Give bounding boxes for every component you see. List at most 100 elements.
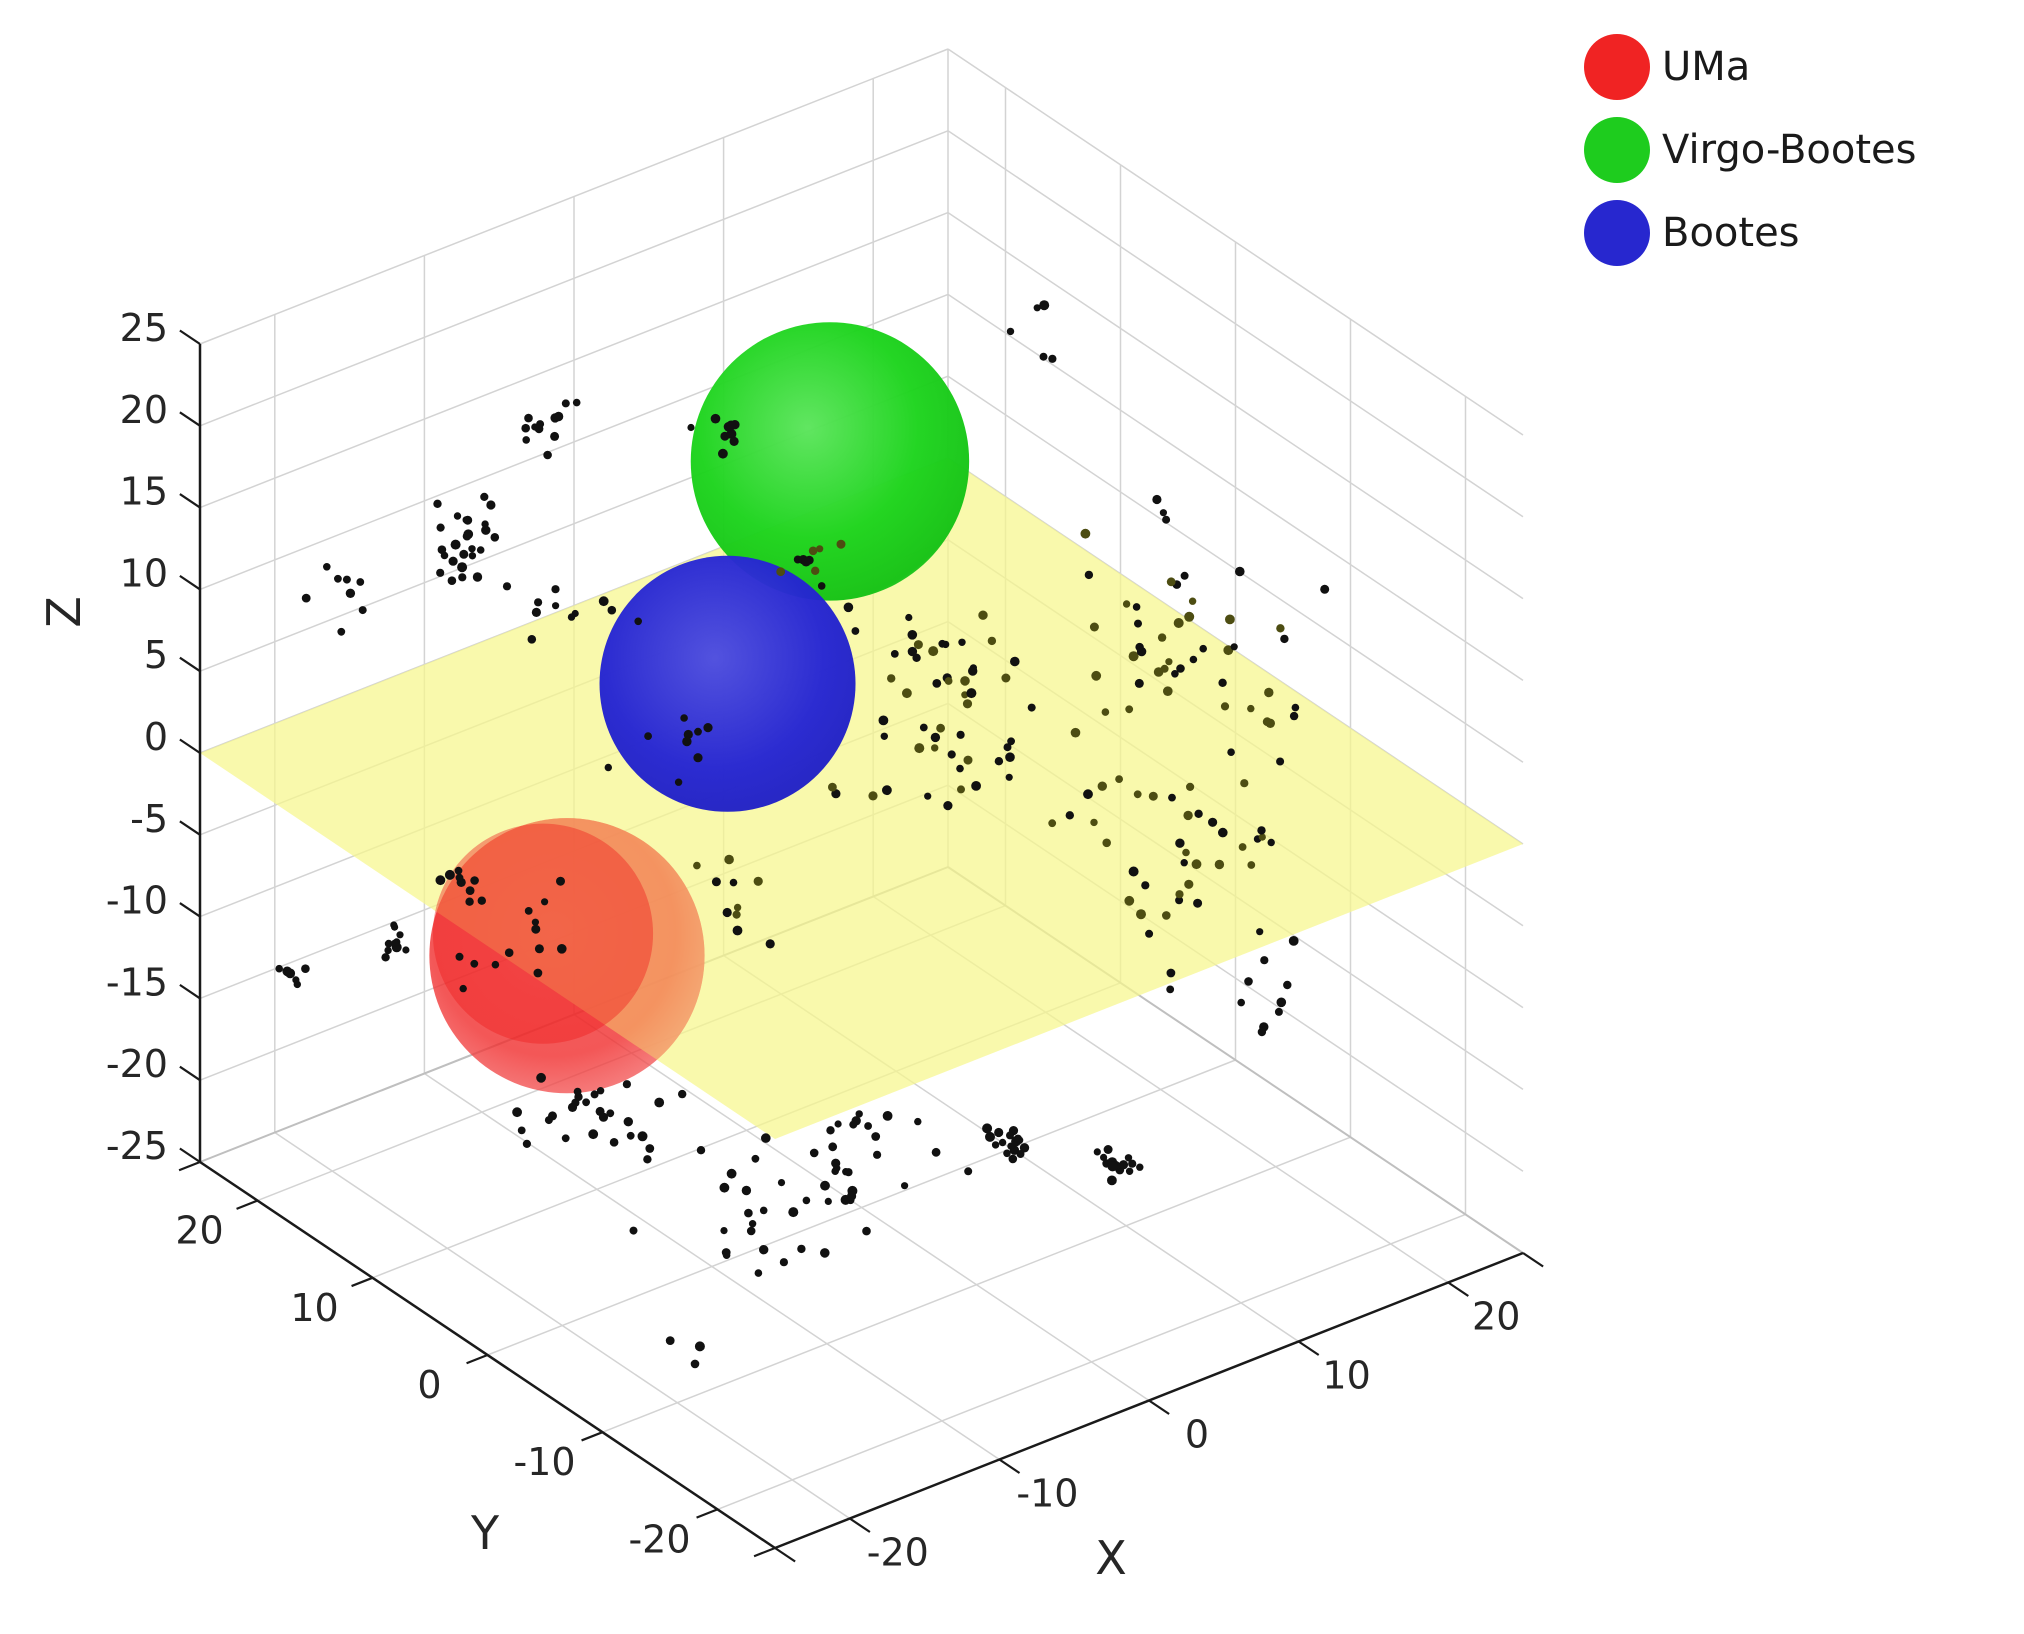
scatter-point [623, 1117, 633, 1127]
scatter-point [468, 552, 477, 560]
scatter-point [729, 436, 739, 446]
scatter-point [1188, 597, 1197, 605]
scatter-point [470, 876, 479, 885]
scatter-point [337, 627, 346, 636]
z-tick-mark [179, 1065, 201, 1082]
z-tick-mark [179, 1147, 201, 1163]
scatter-point [1166, 577, 1176, 587]
scatter-point [462, 531, 472, 541]
scatter-point [741, 1185, 752, 1196]
scatter-point [914, 743, 925, 754]
scatter-point [1089, 622, 1099, 632]
scatter-point [831, 1158, 841, 1168]
x-tick-label: -10 [1016, 1472, 1078, 1516]
scatter-point [696, 1146, 706, 1155]
scatter-point [1274, 1007, 1283, 1016]
scatter-point [902, 688, 912, 699]
y-axis-label: Y [470, 1506, 500, 1560]
scatter-point [1276, 624, 1285, 633]
y-tick-label: 10 [290, 1286, 338, 1330]
scatter-point [607, 605, 617, 615]
scatter-point [817, 582, 826, 590]
scatter-point [512, 1107, 522, 1118]
scatter-point [455, 952, 464, 961]
scatter-point [868, 791, 878, 801]
scatter-point [1101, 708, 1110, 716]
scatter-point [1133, 790, 1142, 799]
scatter-point [465, 897, 474, 906]
y-tick-label: -10 [513, 1440, 575, 1484]
scatter-point [567, 1102, 578, 1112]
y-tick-mark [351, 1276, 373, 1288]
legend-marker-uma-icon [1584, 34, 1650, 100]
y-tick-label: 0 [417, 1363, 441, 1407]
scatter-point [1048, 354, 1057, 363]
scatter-point [524, 907, 533, 915]
scatter-point [864, 1122, 872, 1130]
x-axis-end-tick [1522, 1252, 1544, 1268]
legend-label-bootes: Bootes [1662, 210, 1800, 256]
scatter-point [834, 1120, 842, 1128]
scatter-point [836, 539, 846, 549]
scatter-point [1091, 670, 1102, 681]
scatter-point [849, 1120, 858, 1129]
scatter-point [1180, 859, 1188, 867]
scatter-point [1230, 643, 1238, 651]
scatter-point [1070, 727, 1081, 738]
scatter-point [843, 602, 854, 613]
scatter-point [1244, 977, 1253, 986]
z-tick-label: -25 [106, 1124, 168, 1168]
scatter-point [544, 1116, 553, 1125]
legend-marker-bootes-icon [1584, 200, 1650, 266]
scatter-point [1080, 528, 1091, 539]
scatter-point [847, 1191, 857, 1201]
scatter-point [644, 732, 652, 740]
scatter-point [1237, 998, 1245, 1007]
scatter-point [1235, 566, 1245, 577]
scatter-point [472, 572, 483, 582]
x-tick-mark [849, 1517, 871, 1533]
scatter-point [524, 413, 533, 423]
legend-item-virgo-bootes: Virgo-Bootes [1584, 117, 1916, 183]
scatter-point [873, 1150, 882, 1159]
z-tick-label: 0 [144, 715, 168, 759]
scatter-point [470, 959, 479, 968]
scatter-point [1267, 838, 1275, 847]
y-tick-mark [696, 1508, 718, 1519]
scatter-point [930, 732, 941, 743]
scatter-point [905, 613, 913, 622]
scatter-point [1168, 793, 1176, 802]
x-tick-mark [1297, 1340, 1320, 1356]
z-tick-mark [179, 820, 201, 836]
y-tick-label: -20 [628, 1517, 690, 1561]
scatter-point [435, 875, 446, 886]
scatter-point [724, 854, 734, 865]
scatter-point [1257, 1027, 1267, 1037]
scatter-point [680, 714, 688, 722]
scatter-point [402, 946, 410, 954]
scatter-point [561, 399, 570, 408]
scatter-point [1006, 327, 1015, 336]
scatter-point [682, 736, 692, 747]
scatter-point [824, 1197, 832, 1205]
scatter-point [754, 1269, 763, 1277]
sphere-uma [429, 818, 705, 1094]
scatter-point [748, 1220, 757, 1228]
scatter-point [828, 782, 837, 792]
scatter-point [962, 699, 973, 709]
scatter-point [1283, 980, 1292, 990]
scatter-point [1165, 658, 1173, 666]
scatter-point [1189, 655, 1198, 664]
scatter-point [1006, 1131, 1014, 1140]
scatter-point [480, 492, 489, 501]
scatter-point [572, 398, 581, 407]
scatter-point [588, 1129, 599, 1140]
scatter-point [543, 450, 552, 460]
scatter-point [1141, 881, 1150, 890]
scatter-point [1176, 664, 1185, 673]
scatter-point [1125, 705, 1134, 714]
scatter-point [914, 1117, 922, 1126]
scatter-point [521, 423, 530, 433]
